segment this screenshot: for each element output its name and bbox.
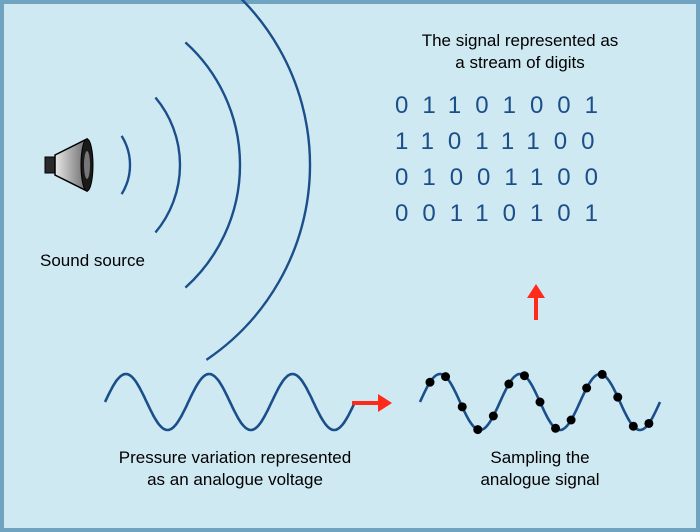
sound-arc	[122, 136, 130, 194]
sample-dot	[504, 380, 513, 389]
arrow-head	[378, 394, 392, 412]
label-analogue-caption: Pressure variation represented as an ana…	[95, 447, 375, 491]
sample-dot	[536, 398, 545, 407]
sound-arc	[185, 42, 240, 287]
sample-dot	[613, 393, 622, 402]
sound-arc	[155, 98, 180, 233]
sample-dot	[598, 370, 607, 379]
speaker-icon	[45, 139, 93, 191]
sound-arc	[206, 0, 310, 360]
sample-dot	[567, 415, 576, 424]
sample-dot	[520, 371, 529, 380]
sample-dot	[551, 424, 560, 433]
sample-dot	[644, 419, 653, 428]
sample-dot	[473, 425, 482, 434]
analogue-wave	[105, 374, 355, 430]
label-sound-source: Sound source	[40, 250, 145, 272]
sample-dot	[441, 372, 450, 381]
label-digits-title: The signal represented as a stream of di…	[395, 30, 645, 74]
diagram-canvas: Sound source The signal represented as a…	[0, 0, 700, 532]
arrow-head	[527, 284, 545, 298]
digit-stream: 01101001 11011100 01001100 00110101	[395, 88, 612, 232]
sample-dot	[629, 422, 638, 431]
sample-dot	[582, 384, 591, 393]
label-sampling-caption: Sampling the analogue signal	[455, 447, 625, 491]
sample-dot	[426, 378, 435, 387]
sample-dot	[458, 402, 467, 411]
sample-dot	[489, 412, 498, 421]
